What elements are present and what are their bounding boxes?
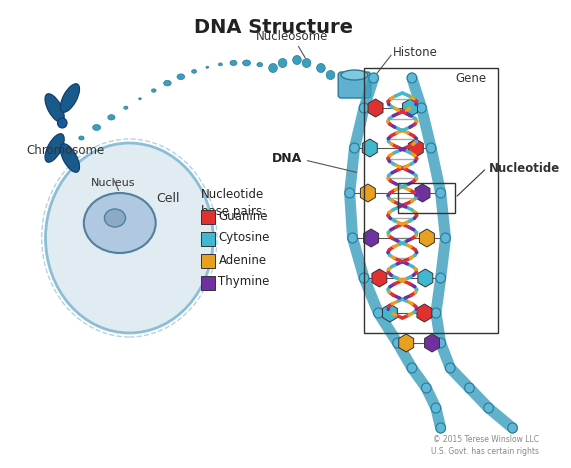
Ellipse shape bbox=[345, 188, 355, 198]
Ellipse shape bbox=[219, 63, 222, 66]
Ellipse shape bbox=[508, 423, 517, 433]
Ellipse shape bbox=[58, 118, 67, 128]
Ellipse shape bbox=[373, 308, 383, 318]
Ellipse shape bbox=[465, 383, 475, 393]
Ellipse shape bbox=[407, 363, 417, 373]
Ellipse shape bbox=[108, 115, 115, 120]
Ellipse shape bbox=[84, 193, 156, 253]
Ellipse shape bbox=[230, 60, 237, 66]
Polygon shape bbox=[420, 229, 435, 247]
Ellipse shape bbox=[427, 143, 436, 153]
Ellipse shape bbox=[61, 84, 79, 112]
Ellipse shape bbox=[124, 106, 128, 110]
Ellipse shape bbox=[431, 403, 441, 413]
Ellipse shape bbox=[293, 56, 301, 65]
Ellipse shape bbox=[269, 64, 278, 73]
Ellipse shape bbox=[272, 67, 275, 69]
FancyBboxPatch shape bbox=[338, 72, 371, 98]
Ellipse shape bbox=[431, 308, 441, 318]
Ellipse shape bbox=[436, 338, 445, 348]
Ellipse shape bbox=[436, 423, 445, 433]
Ellipse shape bbox=[45, 94, 64, 122]
FancyBboxPatch shape bbox=[201, 276, 215, 290]
Polygon shape bbox=[425, 334, 440, 352]
Polygon shape bbox=[415, 184, 430, 202]
Ellipse shape bbox=[79, 136, 84, 140]
Ellipse shape bbox=[93, 124, 100, 131]
Ellipse shape bbox=[302, 58, 311, 67]
Text: Histone: Histone bbox=[393, 46, 437, 59]
Polygon shape bbox=[368, 99, 383, 117]
Text: Thymine: Thymine bbox=[219, 276, 270, 288]
Ellipse shape bbox=[104, 209, 126, 227]
Ellipse shape bbox=[445, 363, 455, 373]
Ellipse shape bbox=[441, 233, 451, 243]
Polygon shape bbox=[418, 269, 433, 287]
Ellipse shape bbox=[359, 273, 369, 283]
Polygon shape bbox=[383, 304, 397, 322]
Ellipse shape bbox=[45, 134, 64, 162]
Polygon shape bbox=[403, 99, 417, 117]
Polygon shape bbox=[372, 269, 387, 287]
Text: Nucleosome: Nucleosome bbox=[256, 30, 328, 43]
Ellipse shape bbox=[139, 98, 141, 100]
Text: Chromosome: Chromosome bbox=[27, 144, 105, 156]
Polygon shape bbox=[417, 304, 432, 322]
Text: Guanine: Guanine bbox=[219, 210, 268, 222]
Ellipse shape bbox=[243, 60, 251, 66]
Polygon shape bbox=[360, 184, 375, 202]
Ellipse shape bbox=[436, 188, 445, 198]
Ellipse shape bbox=[417, 103, 427, 113]
Text: © 2015 Terese Winslow LLC
U.S. Govt. has certain rights: © 2015 Terese Winslow LLC U.S. Govt. has… bbox=[431, 435, 540, 456]
Ellipse shape bbox=[206, 66, 208, 68]
Ellipse shape bbox=[393, 338, 403, 348]
FancyBboxPatch shape bbox=[201, 254, 215, 268]
Text: Nucleotide: Nucleotide bbox=[489, 161, 560, 175]
Ellipse shape bbox=[349, 143, 359, 153]
Polygon shape bbox=[364, 229, 379, 247]
Text: DNA: DNA bbox=[272, 152, 302, 164]
Ellipse shape bbox=[151, 89, 156, 92]
Text: Nucleus: Nucleus bbox=[91, 178, 135, 188]
Ellipse shape bbox=[341, 70, 368, 80]
Ellipse shape bbox=[177, 74, 184, 80]
Ellipse shape bbox=[369, 73, 379, 83]
Polygon shape bbox=[363, 139, 377, 157]
Ellipse shape bbox=[407, 73, 417, 83]
Ellipse shape bbox=[317, 64, 325, 73]
Ellipse shape bbox=[436, 273, 445, 283]
Ellipse shape bbox=[484, 403, 493, 413]
Ellipse shape bbox=[348, 233, 357, 243]
Text: Gene: Gene bbox=[455, 72, 486, 85]
Text: DNA Structure: DNA Structure bbox=[194, 18, 352, 37]
Ellipse shape bbox=[46, 143, 213, 333]
Ellipse shape bbox=[192, 70, 196, 73]
Polygon shape bbox=[399, 334, 413, 352]
Ellipse shape bbox=[339, 80, 347, 89]
FancyBboxPatch shape bbox=[201, 210, 215, 224]
Ellipse shape bbox=[164, 80, 171, 86]
Ellipse shape bbox=[326, 71, 335, 80]
Ellipse shape bbox=[278, 58, 287, 67]
Text: Nucleotide
base pairs:: Nucleotide base pairs: bbox=[201, 188, 266, 218]
Ellipse shape bbox=[421, 383, 431, 393]
Ellipse shape bbox=[359, 103, 369, 113]
Text: Adenine: Adenine bbox=[219, 254, 267, 266]
Text: Cell: Cell bbox=[156, 191, 179, 205]
Polygon shape bbox=[408, 139, 423, 157]
FancyBboxPatch shape bbox=[201, 232, 215, 246]
Ellipse shape bbox=[257, 63, 263, 67]
Text: Cytosine: Cytosine bbox=[219, 232, 270, 244]
Ellipse shape bbox=[61, 144, 79, 172]
